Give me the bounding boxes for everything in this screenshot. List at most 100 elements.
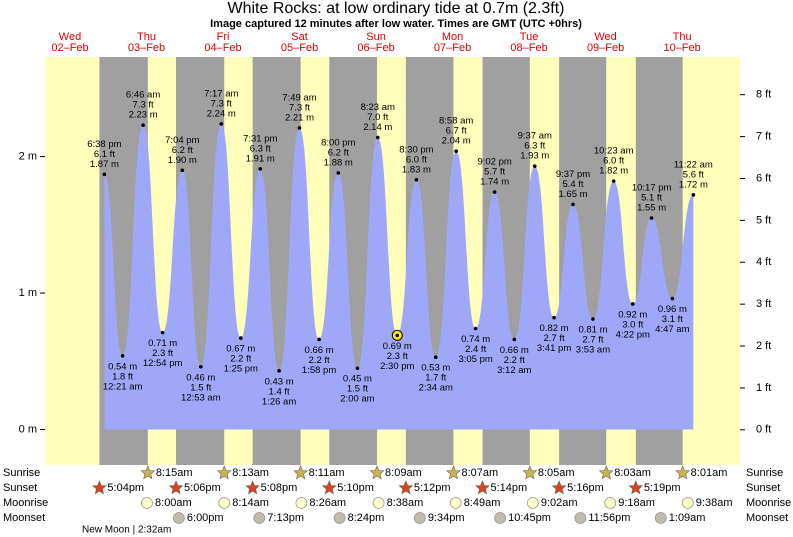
tide-label: 6:38 pm	[87, 139, 121, 150]
tide-point	[473, 326, 478, 331]
tide-point	[414, 178, 419, 182]
moon-phase: New Moon | 2:32am	[82, 525, 171, 536]
weekday-label: Sat	[291, 31, 308, 43]
tide-point	[591, 317, 595, 321]
tide-label: 3.1 ft	[662, 314, 683, 325]
sunset-time: 5:10pm	[337, 482, 374, 494]
sunrise-icon	[675, 465, 691, 480]
moonset-time: 11:56pm	[588, 512, 630, 524]
tide-label: 2.4 ft	[465, 344, 486, 355]
tide-label: 12:53 am	[181, 392, 221, 403]
date-label: 10–Feb	[663, 42, 700, 54]
weekday-label: Wed	[594, 31, 616, 43]
tide-point	[691, 193, 696, 197]
date-label: 03–Feb	[128, 42, 165, 54]
moonrise-time: 9:18am	[618, 497, 655, 509]
tide-label: 6.3 ft	[250, 143, 271, 154]
tide-label: 7:04 pm	[165, 135, 199, 146]
tide-label: 2:34 am	[419, 383, 453, 394]
moonset-time: 10:45pm	[508, 512, 551, 524]
sunrise-time: 8:15am	[156, 467, 193, 479]
tide-label: 3:12 am	[497, 365, 531, 376]
tide-label: 2.14 m	[363, 122, 392, 133]
tide-point	[239, 336, 243, 340]
sunrise-icon	[446, 465, 461, 480]
tide-label: 6.2 ft	[172, 145, 193, 156]
date-label: 06–Feb	[357, 42, 394, 54]
sunset-icon	[398, 480, 414, 495]
tide-label: 8:58 am	[439, 116, 473, 127]
weekday-label: Sun	[366, 31, 386, 43]
tide-label: 9:37 pm	[556, 169, 590, 180]
tide-label: 1.55 m	[637, 203, 666, 214]
moonset-icon	[654, 512, 667, 524]
sunset-icon	[628, 480, 644, 495]
date-label: 04–Feb	[204, 42, 241, 54]
tide-label: 2.24 m	[207, 108, 236, 119]
tide-label: 7.0 ft	[367, 112, 388, 123]
moonrise-time: 9:02am	[541, 497, 578, 509]
moonset-time: 1:09am	[669, 512, 706, 524]
moonrise-row-label-right: Moonrise	[746, 497, 791, 509]
tide-point	[355, 366, 360, 370]
tide-label: 0.66 m	[305, 345, 334, 356]
chart-subtitle: Image captured 12 minutes after low wate…	[210, 18, 582, 30]
tide-label: 1.91 m	[246, 153, 275, 164]
tide-point	[160, 330, 165, 335]
sunrise-icon	[293, 465, 309, 480]
sunset-time: 5:04pm	[107, 482, 144, 494]
tide-label: 2.2 ft	[309, 355, 330, 366]
y-tick-label: 0 m	[19, 423, 37, 435]
tide-point	[141, 123, 145, 128]
moonset-time: 6:00pm	[187, 512, 224, 524]
tide-label: 1.5 ft	[347, 384, 368, 395]
sunrise-time: 8:11am	[309, 467, 345, 479]
tide-point	[375, 135, 380, 140]
tide-label: 0.54 m	[108, 361, 137, 372]
sunrise-icon	[140, 465, 156, 480]
date-label: 09–Feb	[587, 42, 624, 54]
tide-point	[297, 126, 302, 130]
sunrise-icon	[369, 465, 385, 480]
sunrise-time: 8:07am	[461, 467, 498, 479]
y2-tick-label: 3 ft	[756, 298, 771, 310]
sunset-time: 5:19pm	[644, 482, 681, 494]
tide-point	[336, 171, 341, 175]
chart-title: White Rocks: at low ordinary tide at 0.7…	[227, 0, 564, 17]
moonrise-time: 8:49am	[464, 497, 501, 509]
tide-label: 4:47 am	[655, 324, 689, 335]
sunrise-icon	[598, 465, 614, 480]
tide-label: 3:53 am	[576, 345, 610, 356]
moonset-row-label-right: Moonset	[746, 512, 788, 524]
y2-tick-label: 6 ft	[756, 172, 771, 184]
tide-label: 1.83 m	[402, 164, 431, 175]
tide-label: 11:22 am	[674, 159, 713, 170]
y2-tick-label: 4 ft	[756, 256, 771, 268]
tide-label: 2.23 m	[129, 110, 158, 121]
tide-point	[199, 364, 203, 369]
tide-label: 2:00 am	[340, 394, 374, 405]
moonrise-icon	[526, 497, 539, 509]
tide-label: 1.65 m	[558, 189, 587, 200]
tide-label: 1.7 ft	[425, 373, 446, 384]
tide-label: 6.7 ft	[446, 126, 467, 137]
date-label: 07–Feb	[434, 42, 471, 54]
tide-label: 0.71 m	[148, 338, 177, 349]
moonrise-row-label: Moonrise	[3, 497, 48, 509]
sunrise-row-label: Sunrise	[3, 467, 40, 479]
sunset-icon	[475, 480, 490, 495]
sunset-row-label: Sunset	[3, 482, 37, 494]
sunset-icon	[245, 480, 261, 495]
sunset-icon	[92, 480, 107, 495]
tide-label: 1.5 ft	[190, 382, 211, 393]
y2-tick-label: 8 ft	[756, 89, 771, 101]
weekday-label: Tue	[520, 31, 539, 43]
tide-label: 0.43 m	[265, 376, 294, 387]
tide-label: 1.74 m	[480, 177, 509, 188]
tide-label: 0.92 m	[618, 309, 647, 320]
tide-label: 2.7 ft	[544, 333, 565, 344]
tide-label: 8:30 pm	[399, 144, 433, 155]
tide-point	[552, 315, 556, 320]
tide-label: 2.04 m	[442, 136, 471, 147]
tide-label: 6.2 ft	[328, 148, 349, 159]
